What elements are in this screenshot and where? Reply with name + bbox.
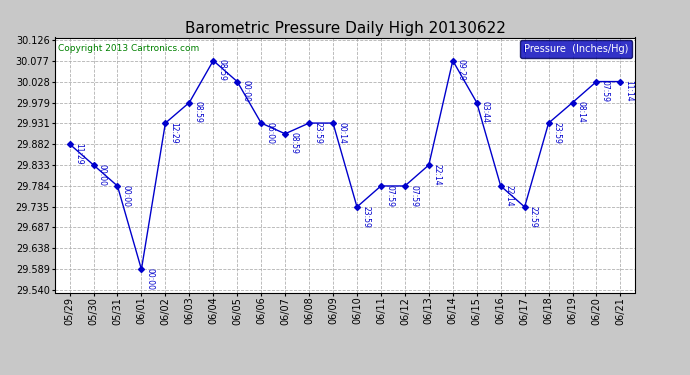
Text: 12:29: 12:29: [170, 122, 179, 143]
Text: 07:59: 07:59: [385, 184, 394, 207]
Text: 00:00: 00:00: [146, 268, 155, 290]
Text: 08:14: 08:14: [577, 101, 586, 123]
Text: 00:00: 00:00: [241, 80, 250, 102]
Legend: Pressure  (Inches/Hg): Pressure (Inches/Hg): [520, 40, 632, 58]
Title: Barometric Pressure Daily High 20130622: Barometric Pressure Daily High 20130622: [184, 21, 506, 36]
Text: 07:59: 07:59: [601, 80, 610, 102]
Text: 06:00: 06:00: [266, 122, 275, 144]
Text: 00:14: 00:14: [337, 122, 346, 144]
Text: 09:29: 09:29: [457, 59, 466, 81]
Text: 22:14: 22:14: [433, 164, 442, 185]
Text: 22:14: 22:14: [505, 184, 514, 206]
Text: 08:59: 08:59: [193, 101, 202, 123]
Text: 11:14: 11:14: [624, 80, 633, 102]
Text: 22:59: 22:59: [529, 206, 538, 227]
Text: 07:59: 07:59: [409, 184, 418, 207]
Text: 23:59: 23:59: [553, 122, 562, 144]
Text: 08:59: 08:59: [217, 59, 226, 81]
Text: 03:44: 03:44: [481, 101, 490, 123]
Text: 00:00: 00:00: [98, 164, 107, 186]
Text: 23:59: 23:59: [361, 206, 370, 227]
Text: 23:59: 23:59: [313, 122, 322, 144]
Text: 11:29: 11:29: [74, 142, 83, 164]
Text: 08:59: 08:59: [289, 132, 298, 154]
Text: Copyright 2013 Cartronics.com: Copyright 2013 Cartronics.com: [58, 44, 199, 53]
Text: 00:00: 00:00: [121, 184, 130, 207]
